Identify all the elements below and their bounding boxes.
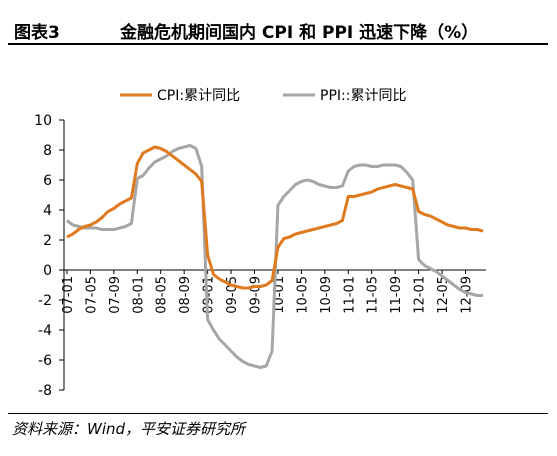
- source-note: 资料来源：Wind，平安证券研究所: [12, 420, 246, 438]
- y-axis: -8 -6 -4 -2 0 2 4 6 8 10: [34, 113, 65, 399]
- x-tick-label: 07-05: [84, 276, 99, 314]
- y-tick-label: -6: [38, 353, 52, 369]
- y-tick-label: 6: [43, 173, 52, 189]
- x-tick-label: 08-05: [155, 276, 170, 314]
- figure-number: 图表3: [14, 23, 60, 43]
- x-tick-label: 10-05: [295, 276, 310, 314]
- y-tick-label: -2: [38, 293, 52, 309]
- line-chart: CPI:累计同比 PPI::累计同比 -8 -6 -4 -2 0 2 4 6 8 10 07-01…: [34, 88, 486, 399]
- plot-area: [65, 144, 484, 369]
- x-tick-label: 08-09: [178, 276, 193, 314]
- x-tick-label: 09-09: [248, 276, 263, 314]
- y-tick-label: 8: [43, 143, 52, 159]
- x-tick-label: 12-05: [436, 276, 451, 314]
- x-tick-label: 12-09: [459, 276, 474, 314]
- header-rule: [8, 43, 548, 45]
- y-tick-label: -8: [38, 383, 52, 399]
- legend-label-cpi: CPI:累计同比: [157, 88, 240, 104]
- y-tick-label: 0: [43, 263, 52, 279]
- x-tick-label: 09-01: [202, 276, 217, 314]
- y-tick-label: 4: [43, 203, 52, 219]
- footer-rule: [8, 413, 548, 414]
- legend: CPI:累计同比 PPI::累计同比: [120, 88, 406, 104]
- x-tick-label: 11-09: [389, 276, 404, 314]
- figure-header: 图表3 金融危机期间国内 CPI 和 PPI 迅速下降（%）: [8, 8, 548, 46]
- cpi-series-line: [66, 145, 484, 290]
- x-tick-label: 07-09: [108, 276, 123, 314]
- x-tick-label: 12-01: [413, 276, 428, 314]
- y-tick-label: -4: [38, 323, 52, 339]
- figure-title: 金融危机期间国内 CPI 和 PPI 迅速下降（%）: [120, 23, 479, 43]
- x-tick-label: 11-01: [342, 276, 357, 314]
- x-tick-label: 07-01: [61, 276, 76, 314]
- x-tick-label: 11-05: [366, 276, 381, 314]
- x-tick-label: 08-01: [131, 276, 146, 314]
- y-tick-label: 10: [34, 113, 52, 129]
- legend-label-ppi: PPI::累计同比: [320, 88, 406, 104]
- y-tick-label: 2: [43, 233, 52, 249]
- x-tick-label: 10-09: [319, 276, 334, 314]
